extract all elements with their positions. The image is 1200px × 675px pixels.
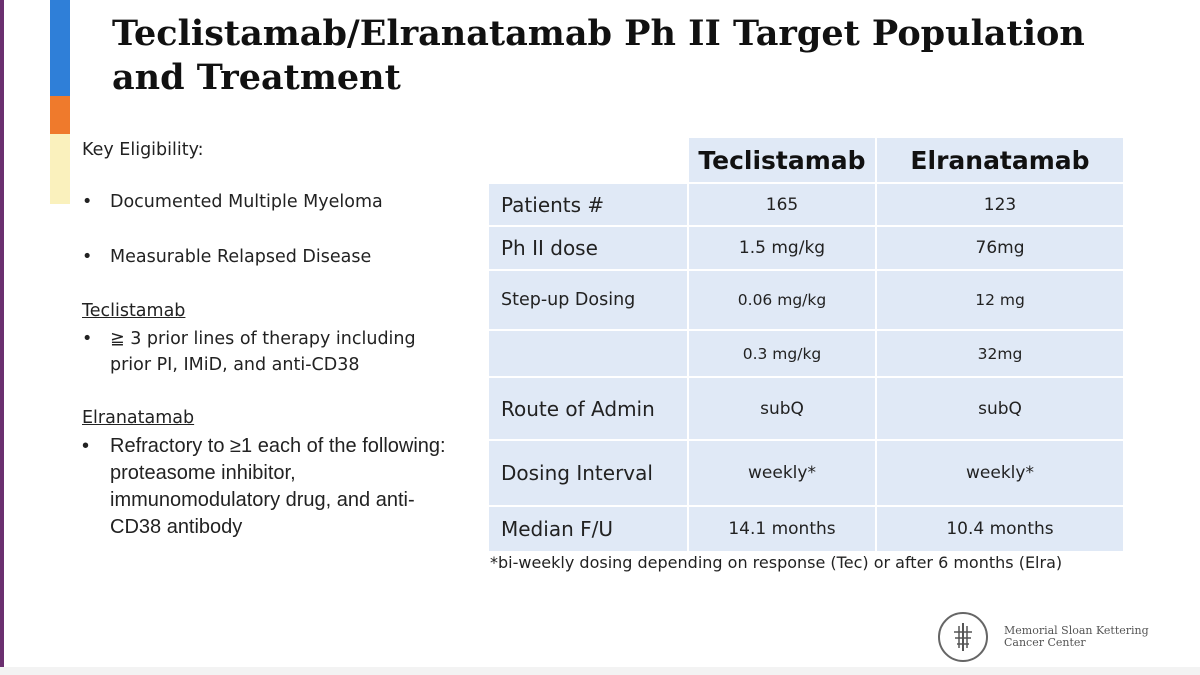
teclistamab-cell: 1.5 mg/kg [687,225,877,271]
table-row: 0.3 mg/kg 32mg [487,329,1125,378]
accent-bar-yellow [50,134,70,204]
row-label: Median F/U [487,505,689,553]
comparison-table: Teclistamab Elranatamab Patients # 165 1… [487,136,1125,553]
elranatamab-cell: 123 [875,182,1125,227]
elranatamab-cell: subQ [875,376,1125,441]
msk-logo-text: Memorial Sloan Kettering Cancer Center [1004,625,1149,649]
elranatamab-bullet: • Refractory to ≥1 each of the following… [82,433,450,541]
bullet-marker: • [82,329,93,349]
row-label: Dosing Interval [487,439,689,507]
table-row: Step-up Dosing 0.06 mg/kg 12 mg [487,269,1125,331]
bottom-strip [0,667,1200,675]
elranatamab-bullet-text: Refractory to ≥1 each of the following: … [110,435,446,538]
table-footnote: *bi-weekly dosing depending on response … [490,553,1063,572]
elranatamab-cell: weekly* [875,439,1125,507]
teclistamab-bullet-text: ≧ 3 prior lines of therapy including pri… [110,329,416,375]
elranatamab-cell: 32mg [875,329,1125,378]
row-label [487,329,689,378]
table-header-row: Teclistamab Elranatamab [487,136,1125,184]
eligibility-bullet-text: Measurable Relapsed Disease [110,247,372,267]
elranatamab-heading: Elranatamab [82,408,195,428]
table-row: Median F/U 14.1 months 10.4 months [487,505,1125,553]
teclistamab-bullet: • ≧ 3 prior lines of therapy including p… [82,326,450,378]
logo-name-line1: Memorial Sloan Kettering [1004,624,1149,637]
table-row: Ph II dose 1.5 mg/kg 76mg [487,225,1125,271]
bullet-marker: • [82,192,93,212]
teclistamab-cell: weekly* [687,439,877,507]
accent-bar-orange [50,96,70,134]
logo-name-line2: Cancer Center [1004,636,1086,649]
teclistamab-cell: 14.1 months [687,505,877,553]
teclistamab-cell: 165 [687,182,877,227]
eligibility-bullet: • Measurable Relapsed Disease [82,247,371,267]
eligibility-bullet: • Documented Multiple Myeloma [82,192,383,212]
slide-title: Teclistamab/Elranatamab Ph II Target Pop… [112,13,1085,98]
teclistamab-cell: 0.3 mg/kg [687,329,877,378]
teclistamab-heading: Teclistamab [82,301,186,321]
row-label: Patients # [487,182,689,227]
msk-tree-icon [938,612,988,662]
accent-bar-blue [50,0,70,96]
row-label: Ph II dose [487,225,689,271]
teclistamab-cell: subQ [687,376,877,441]
teclistamab-cell: 0.06 mg/kg [687,269,877,331]
header-teclistamab: Teclistamab [687,136,877,184]
msk-logo: Memorial Sloan Kettering Cancer Center [938,612,1149,662]
elranatamab-cell: 76mg [875,225,1125,271]
key-eligibility-heading: Key Eligibility: [82,140,204,160]
row-label: Route of Admin [487,376,689,441]
table-row: Route of Admin subQ subQ [487,376,1125,441]
bullet-marker: • [82,247,93,267]
row-label: Step-up Dosing [487,269,689,331]
header-elranatamab: Elranatamab [875,136,1125,184]
header-blank-cell [487,136,689,184]
elranatamab-cell: 12 mg [875,269,1125,331]
elranatamab-cell: 10.4 months [875,505,1125,553]
table-row: Dosing Interval weekly* weekly* [487,439,1125,507]
left-border-stripe [0,0,4,675]
eligibility-bullet-text: Documented Multiple Myeloma [110,192,383,212]
bullet-marker: • [82,435,90,457]
table-row: Patients # 165 123 [487,182,1125,227]
